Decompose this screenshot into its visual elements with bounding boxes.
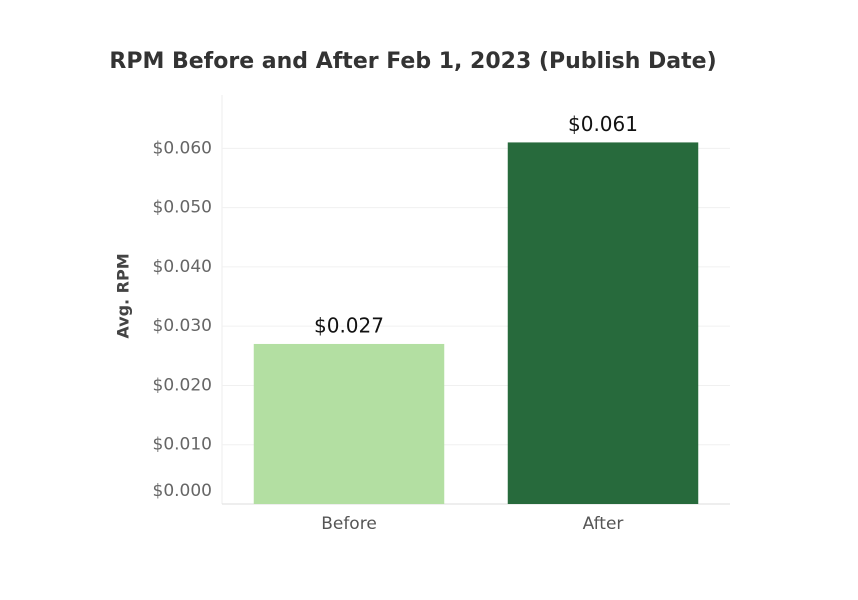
y-tick-label: $0.010 bbox=[153, 435, 212, 455]
value-label: $0.061 bbox=[568, 112, 638, 136]
y-tick-label: $0.020 bbox=[153, 375, 212, 395]
y-tick-label: $0.060 bbox=[153, 138, 212, 158]
x-tick-label: After bbox=[583, 514, 624, 534]
y-tick-label: $0.000 bbox=[153, 481, 212, 501]
y-axis-label: Avg. RPM bbox=[114, 253, 133, 338]
y-tick-label: $0.040 bbox=[153, 257, 212, 277]
y-tick-label: $0.050 bbox=[153, 198, 212, 218]
bar bbox=[507, 142, 699, 504]
value-label: $0.027 bbox=[314, 313, 384, 337]
bar bbox=[253, 343, 445, 504]
x-tick-label: Before bbox=[321, 514, 377, 534]
y-tick-label: $0.030 bbox=[153, 316, 212, 336]
chart-title: RPM Before and After Feb 1, 2023 (Publis… bbox=[109, 49, 716, 74]
